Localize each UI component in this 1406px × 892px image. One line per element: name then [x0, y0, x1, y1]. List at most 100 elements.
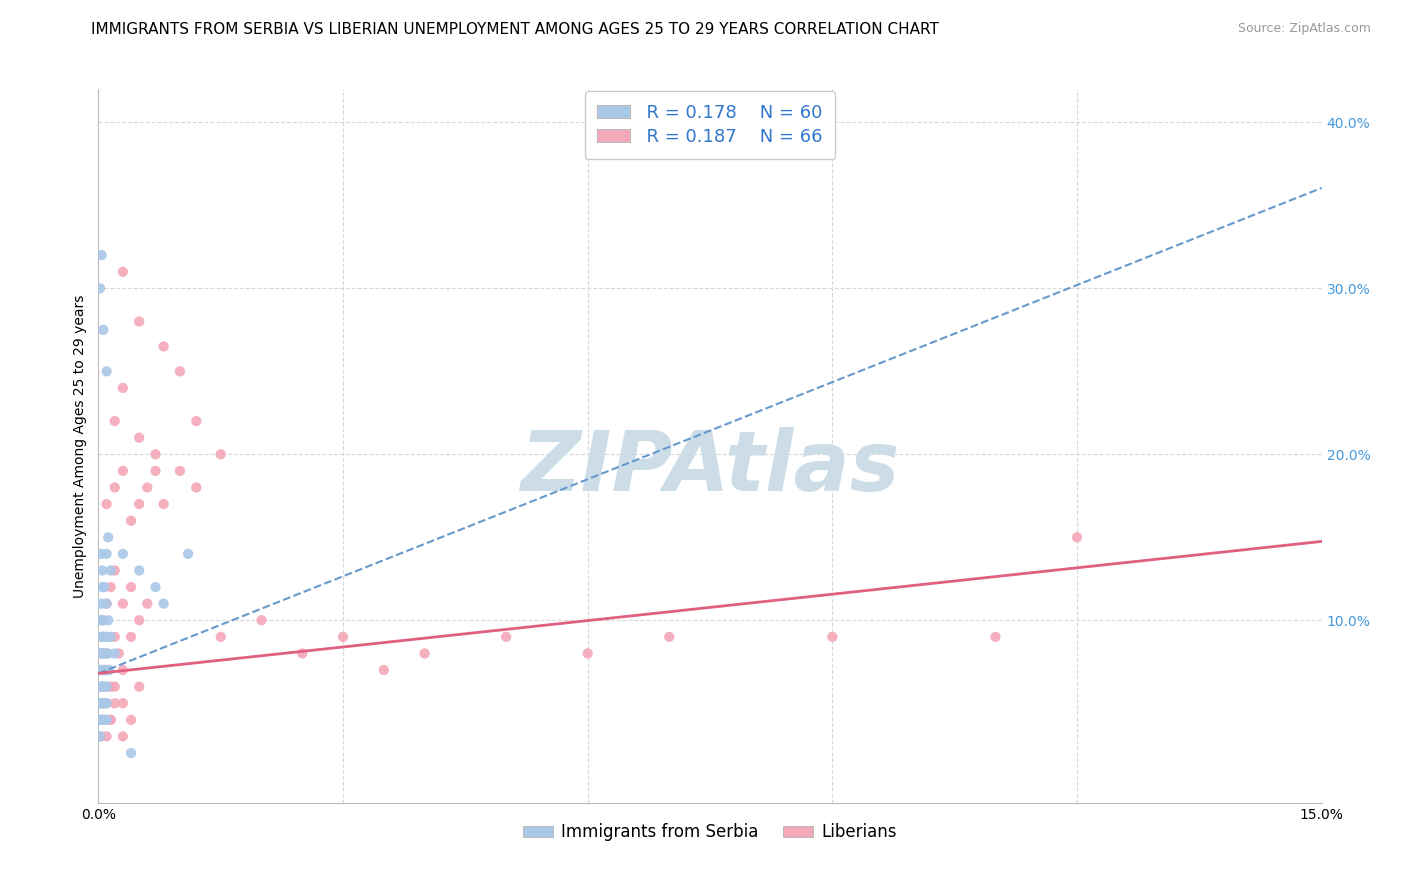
Point — [91, 564, 114, 578]
Point — [90, 663, 112, 677]
Point — [96, 597, 118, 611]
Point — [209, 630, 232, 644]
Point — [136, 481, 159, 495]
Point — [152, 497, 174, 511]
Point — [96, 547, 118, 561]
Point — [111, 265, 134, 279]
Point — [495, 630, 517, 644]
Point — [576, 647, 599, 661]
Point — [96, 364, 118, 378]
Point — [93, 696, 115, 710]
Point — [984, 630, 1007, 644]
Point — [108, 647, 131, 661]
Point — [111, 597, 134, 611]
Point — [93, 713, 115, 727]
Point — [97, 613, 120, 627]
Point — [100, 680, 122, 694]
Point — [658, 630, 681, 644]
Point — [128, 497, 150, 511]
Text: Source: ZipAtlas.com: Source: ZipAtlas.com — [1237, 22, 1371, 36]
Point — [94, 663, 117, 677]
Point — [89, 713, 111, 727]
Point — [93, 580, 115, 594]
Point — [111, 381, 134, 395]
Point — [94, 696, 117, 710]
Point — [136, 597, 159, 611]
Point — [186, 414, 208, 428]
Point — [91, 647, 114, 661]
Point — [104, 696, 127, 710]
Point — [120, 580, 142, 594]
Point — [104, 647, 127, 661]
Point — [104, 630, 127, 644]
Point — [145, 447, 167, 461]
Point — [90, 680, 112, 694]
Point — [128, 431, 150, 445]
Point — [90, 713, 112, 727]
Point — [96, 696, 118, 710]
Point — [91, 680, 114, 694]
Point — [93, 663, 115, 677]
Point — [91, 323, 114, 337]
Point — [89, 730, 111, 744]
Point — [91, 663, 114, 677]
Point — [120, 514, 142, 528]
Point — [128, 564, 150, 578]
Point — [97, 530, 120, 544]
Point — [91, 613, 114, 627]
Point — [91, 713, 114, 727]
Point — [91, 680, 114, 694]
Point — [91, 663, 114, 677]
Point — [152, 597, 174, 611]
Point — [90, 647, 112, 661]
Point — [152, 339, 174, 353]
Point — [111, 547, 134, 561]
Point — [100, 564, 122, 578]
Point — [90, 547, 112, 561]
Point — [94, 663, 117, 677]
Text: IMMIGRANTS FROM SERBIA VS LIBERIAN UNEMPLOYMENT AMONG AGES 25 TO 29 YEARS CORREL: IMMIGRANTS FROM SERBIA VS LIBERIAN UNEMP… — [91, 22, 939, 37]
Point — [100, 580, 122, 594]
Point — [169, 464, 191, 478]
Point — [128, 314, 150, 328]
Y-axis label: Unemployment Among Ages 25 to 29 years: Unemployment Among Ages 25 to 29 years — [73, 294, 87, 598]
Point — [209, 447, 232, 461]
Point — [373, 663, 395, 677]
Point — [104, 564, 127, 578]
Point — [90, 597, 112, 611]
Point — [90, 630, 112, 644]
Point — [104, 680, 127, 694]
Point — [145, 580, 167, 594]
Point — [100, 713, 122, 727]
Point — [90, 248, 112, 262]
Point — [97, 647, 120, 661]
Point — [97, 663, 120, 677]
Point — [104, 481, 127, 495]
Point — [177, 547, 200, 561]
Point — [120, 630, 142, 644]
Point — [90, 696, 112, 710]
Point — [96, 597, 118, 611]
Point — [89, 281, 111, 295]
Point — [100, 713, 122, 727]
Point — [96, 713, 118, 727]
Point — [128, 613, 150, 627]
Point — [1066, 530, 1088, 544]
Point — [120, 746, 142, 760]
Point — [91, 713, 114, 727]
Point — [250, 613, 273, 627]
Point — [94, 663, 117, 677]
Point — [90, 613, 112, 627]
Point — [98, 663, 121, 677]
Point — [111, 663, 134, 677]
Point — [89, 696, 111, 710]
Point — [91, 696, 114, 710]
Point — [90, 680, 112, 694]
Point — [186, 481, 208, 495]
Point — [93, 630, 115, 644]
Point — [96, 630, 118, 644]
Point — [145, 464, 167, 478]
Point — [90, 696, 112, 710]
Legend: Immigrants from Serbia, Liberians: Immigrants from Serbia, Liberians — [516, 817, 904, 848]
Point — [821, 630, 844, 644]
